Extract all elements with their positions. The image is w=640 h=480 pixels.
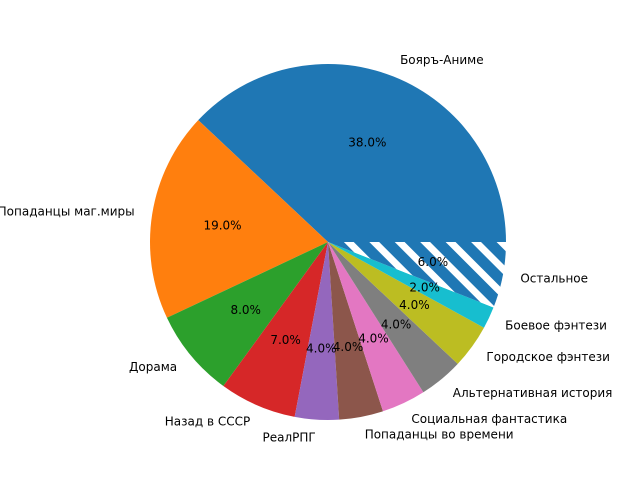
pie-slice-2 bbox=[149, 120, 328, 318]
category-label-slice-10: Боевое фэнтези bbox=[505, 318, 607, 332]
category-label-slice-3: Дорама bbox=[129, 360, 177, 374]
percent-label-slice-3: 8.0% bbox=[230, 303, 261, 317]
category-label-slice-4: Назад в СССР bbox=[165, 415, 250, 429]
category-label-slice-11: Остальное bbox=[520, 272, 588, 286]
percent-label-slice-1: 38.0% bbox=[348, 136, 386, 150]
pie-slice-8 bbox=[328, 242, 458, 393]
category-label-slice-8: Альтернативная история bbox=[453, 386, 613, 400]
percent-labels: 38.0%19.0%8.0%7.0%4.0%4.0%4.0%4.0%4.0%2.… bbox=[203, 136, 448, 356]
pie-slice-7 bbox=[328, 242, 424, 412]
percent-label-slice-6: 4.0% bbox=[333, 340, 364, 354]
category-label-slice-6: Попаданцы во времени bbox=[365, 427, 514, 441]
pie-slice-9 bbox=[328, 242, 484, 364]
category-label-slice-9: Городское фэнтези bbox=[486, 350, 610, 364]
pie-slice-1 bbox=[198, 64, 506, 243]
category-label-slice-5: РеалРПГ bbox=[262, 430, 315, 444]
percent-label-slice-11: 6.0% bbox=[418, 255, 449, 269]
category-label-slice-7: Социальная фантастика bbox=[411, 412, 567, 426]
percent-label-slice-4: 7.0% bbox=[270, 333, 301, 347]
pie-slice-4 bbox=[223, 242, 328, 417]
pie-slice-10 bbox=[328, 242, 494, 328]
percent-label-slice-9: 4.0% bbox=[399, 298, 430, 312]
category-label-slice-2: Попаданцы маг.миры bbox=[0, 204, 135, 218]
pie-slices bbox=[149, 64, 506, 420]
category-label-slice-1: Бояръ-Аниме bbox=[400, 53, 484, 67]
pie-slice-11 bbox=[328, 242, 506, 308]
percent-label-slice-2: 19.0% bbox=[203, 218, 241, 232]
percent-label-slice-5: 4.0% bbox=[306, 342, 337, 356]
percent-label-slice-10: 2.0% bbox=[409, 280, 440, 294]
pie-slice-3 bbox=[166, 242, 328, 387]
pie-slice-5 bbox=[294, 242, 340, 420]
percent-label-slice-7: 4.0% bbox=[358, 332, 389, 346]
category-labels: Бояръ-Аниме Попаданцы маг.миры Дорама Назад… bbox=[0, 53, 612, 444]
percent-label-slice-8: 4.0% bbox=[381, 317, 412, 331]
pie-slice-6 bbox=[328, 242, 384, 420]
